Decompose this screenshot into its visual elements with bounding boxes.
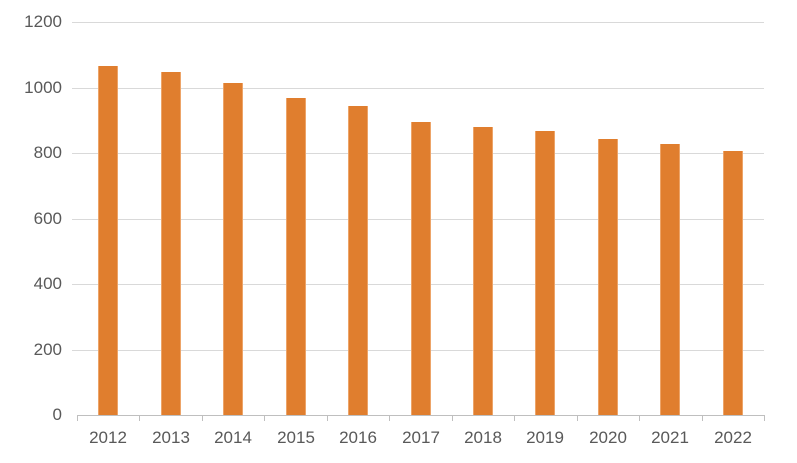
y-tick-label-200: 200 bbox=[33, 340, 62, 359]
y-tick-label-400: 400 bbox=[33, 274, 62, 293]
x-tick-label-2016: 2016 bbox=[339, 428, 377, 447]
x-axis-tick bbox=[264, 416, 265, 421]
x-tick-label-2022: 2022 bbox=[714, 428, 752, 447]
bar-2015 bbox=[286, 97, 306, 415]
x-axis-tick bbox=[327, 416, 328, 421]
bar-2013 bbox=[161, 72, 181, 415]
bar-2022 bbox=[723, 151, 743, 415]
bar-2016 bbox=[348, 105, 368, 415]
x-tick-label-2012: 2012 bbox=[89, 428, 127, 447]
x-tick-label-2019: 2019 bbox=[526, 428, 564, 447]
bar-2017 bbox=[411, 121, 431, 415]
x-tick-label-2020: 2020 bbox=[589, 428, 627, 447]
bar-2014 bbox=[223, 82, 243, 415]
x-tick-label-2015: 2015 bbox=[277, 428, 315, 447]
y-tick-label-1200: 1200 bbox=[24, 12, 62, 31]
x-tick-label-2017: 2017 bbox=[402, 428, 440, 447]
x-tick-label-2018: 2018 bbox=[464, 428, 502, 447]
bar-2018 bbox=[473, 126, 493, 415]
y-tick-label-0: 0 bbox=[52, 405, 62, 424]
x-tick-label-2021: 2021 bbox=[651, 428, 689, 447]
x-tick-label-2014: 2014 bbox=[214, 428, 252, 447]
x-axis-tick bbox=[764, 416, 765, 421]
x-axis-tick bbox=[389, 416, 390, 421]
x-axis-tick bbox=[139, 416, 140, 421]
bar-2012 bbox=[98, 65, 118, 415]
bar-2021 bbox=[660, 143, 680, 415]
y-tick-label-800: 800 bbox=[33, 143, 62, 162]
bar-2019 bbox=[535, 130, 555, 415]
x-axis-tick bbox=[639, 416, 640, 421]
x-axis-tick bbox=[202, 416, 203, 421]
y-tick-label-1000: 1000 bbox=[24, 78, 62, 97]
x-axis-tick bbox=[577, 416, 578, 421]
gridline-1200 bbox=[72, 22, 764, 23]
bar-2020 bbox=[598, 138, 618, 415]
x-axis-tick bbox=[452, 416, 453, 421]
x-axis-tick bbox=[702, 416, 703, 421]
x-axis-tick bbox=[514, 416, 515, 421]
x-tick-label-2013: 2013 bbox=[152, 428, 190, 447]
x-axis-baseline bbox=[77, 415, 765, 416]
gridline-1000 bbox=[72, 88, 764, 89]
x-axis-tick bbox=[77, 416, 78, 421]
y-tick-label-600: 600 bbox=[33, 209, 62, 228]
